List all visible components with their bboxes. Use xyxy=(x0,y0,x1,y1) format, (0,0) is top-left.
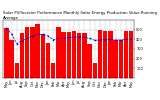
Bar xyxy=(30,27,35,78)
Bar xyxy=(124,31,128,78)
Bar xyxy=(67,32,71,78)
Bar xyxy=(15,63,19,78)
Bar xyxy=(25,27,29,78)
Bar xyxy=(87,44,92,78)
Bar xyxy=(56,27,61,78)
Bar xyxy=(119,40,123,78)
Bar xyxy=(9,40,14,78)
Bar xyxy=(82,33,87,78)
Text: Solar PV/Inverter Performance Monthly Solar Energy Production Value Running Aver: Solar PV/Inverter Performance Monthly So… xyxy=(3,11,157,20)
Bar xyxy=(20,33,24,78)
Bar xyxy=(40,34,45,78)
Bar xyxy=(35,24,40,78)
Bar xyxy=(4,28,8,78)
Bar xyxy=(61,32,66,78)
Bar xyxy=(51,62,55,78)
Bar xyxy=(98,30,102,78)
Bar xyxy=(77,33,81,78)
Bar xyxy=(46,43,50,78)
Bar xyxy=(113,40,118,78)
Bar xyxy=(72,31,76,78)
Bar xyxy=(108,31,113,78)
Bar xyxy=(129,31,133,78)
Bar xyxy=(103,31,108,78)
Bar xyxy=(93,62,97,78)
